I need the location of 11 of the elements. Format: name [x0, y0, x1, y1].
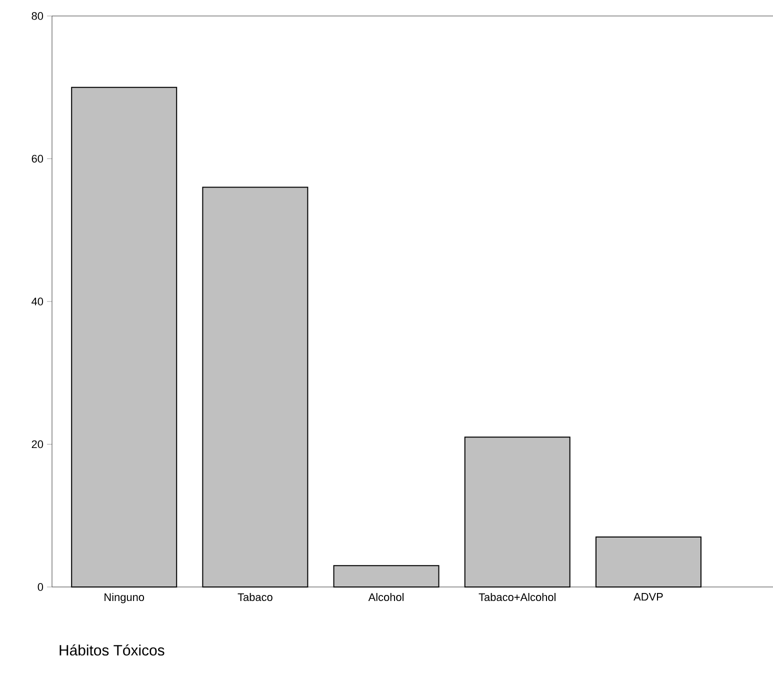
x-tick-label: Tabaco	[238, 593, 272, 602]
y-tick-label: 40	[32, 298, 44, 306]
y-tick-label: 80	[32, 12, 44, 20]
y-tick-label: 0	[38, 583, 44, 591]
y-tick-label: 60	[32, 154, 44, 163]
x-tick-label: Ninguno	[104, 593, 144, 604]
y-tick-label: 20	[32, 440, 44, 448]
x-tick-label: Tabaco+Alcohol	[478, 593, 556, 602]
x-tick-label: Alcohol	[368, 593, 404, 602]
x-tick-label: ADVP	[634, 593, 663, 601]
x-axis-title: Hábitos Tóxicos	[60, 644, 164, 656]
